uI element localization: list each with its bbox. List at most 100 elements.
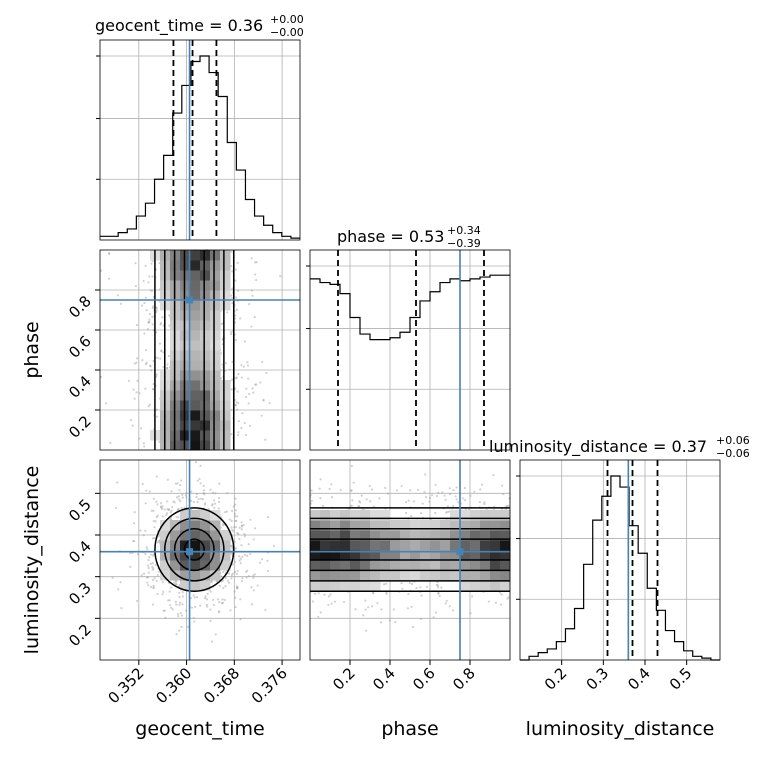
sample-point [437,491,440,494]
density-cell [220,270,231,281]
sample-point [350,504,353,507]
sample-point [168,314,171,317]
sample-point [166,508,169,511]
sample-point [117,588,120,591]
title-luminosity-distance-lower: −0.06 [716,447,750,460]
sample-point [178,591,181,594]
sample-point [169,511,172,514]
x-tick-label-geocent_time: 0.376 [248,664,291,707]
sample-point [142,279,145,283]
sample-point [136,379,139,382]
density-cell [210,510,221,521]
density-cell [190,320,201,331]
2d-panel-geocent_time-luminosity_distance [100,460,300,660]
sample-point [237,289,240,292]
sample-point [385,582,388,585]
density-cell [410,550,421,561]
sample-point [378,497,381,500]
sample-point [202,484,205,487]
sample-point [224,585,227,588]
sample-point [178,603,181,606]
y-tick-label-luminosity_distance: 0.2 [65,620,95,650]
hist-frame-luminosity_distance [519,459,721,661]
sample-point [145,309,148,312]
sample-point [248,424,252,427]
sample-point [142,534,145,537]
density-cell [220,440,231,451]
sample-point [141,304,144,307]
density-cell [440,570,451,581]
density-cell [500,570,511,581]
sample-point [119,302,123,305]
2d-panel-phase-luminosity_distance [309,460,512,660]
density-cell [200,570,211,581]
sample-point [230,577,233,580]
density-cell [190,290,201,301]
sample-point [155,475,158,478]
x-tick-label-geocent_time: 0.368 [200,664,243,707]
sample-point [327,595,330,598]
density-cell [430,550,441,561]
density-cell [190,550,201,561]
sample-point [155,500,158,503]
density-cell [330,510,341,521]
y-tick-label-luminosity_distance: 0.5 [65,495,95,525]
sample-point [245,570,248,574]
sample-point [232,526,236,529]
sample-point [243,340,246,343]
density-cell [430,560,441,571]
sample-point [424,495,428,499]
sample-point [235,519,238,523]
density-cell [460,530,471,541]
sample-point [260,414,263,417]
sample-point [203,493,206,496]
density-cell [490,540,501,551]
density-cell [440,550,451,561]
sample-point [134,262,137,265]
density-cell [360,520,371,531]
density-cell [210,430,221,441]
sample-point [190,606,193,609]
x-tick-label-luminosity_distance: 0.3 [583,664,613,694]
density-cell [210,290,221,301]
histogram-line-phase [310,274,510,341]
sample-point [194,460,197,464]
sample-point [211,491,215,494]
sample-point [444,511,448,514]
sample-point [180,625,183,629]
sample-point [151,568,154,571]
sample-point [181,493,184,496]
sample-point [448,493,452,496]
sample-point [404,511,408,515]
sample-point [241,577,244,580]
density-cell [480,510,491,521]
sample-point [240,426,243,429]
sample-point [410,582,414,586]
density-cell [430,520,441,531]
sample-point [492,473,495,477]
sample-point [185,491,188,495]
sample-point [367,606,370,609]
sample-point [425,585,429,588]
title-phase: phase = 0.53 [337,227,444,246]
density-cell [330,560,341,571]
sample-point [416,488,420,492]
sample-point [419,586,422,589]
density-cell [320,520,331,531]
truth-marker [186,296,194,304]
sample-point [319,611,322,614]
sample-point [242,365,245,368]
sample-point [200,497,203,500]
sample-point [266,559,269,562]
sample-point [266,569,270,572]
density-cell [420,570,431,581]
density-cell [350,570,361,581]
density-cell [200,390,211,401]
sample-point [238,555,241,558]
density-cell [490,530,501,541]
sample-point [487,600,490,603]
sample-point [231,287,234,290]
sample-point [149,562,152,565]
sample-point [240,525,244,528]
sample-point [149,365,152,368]
